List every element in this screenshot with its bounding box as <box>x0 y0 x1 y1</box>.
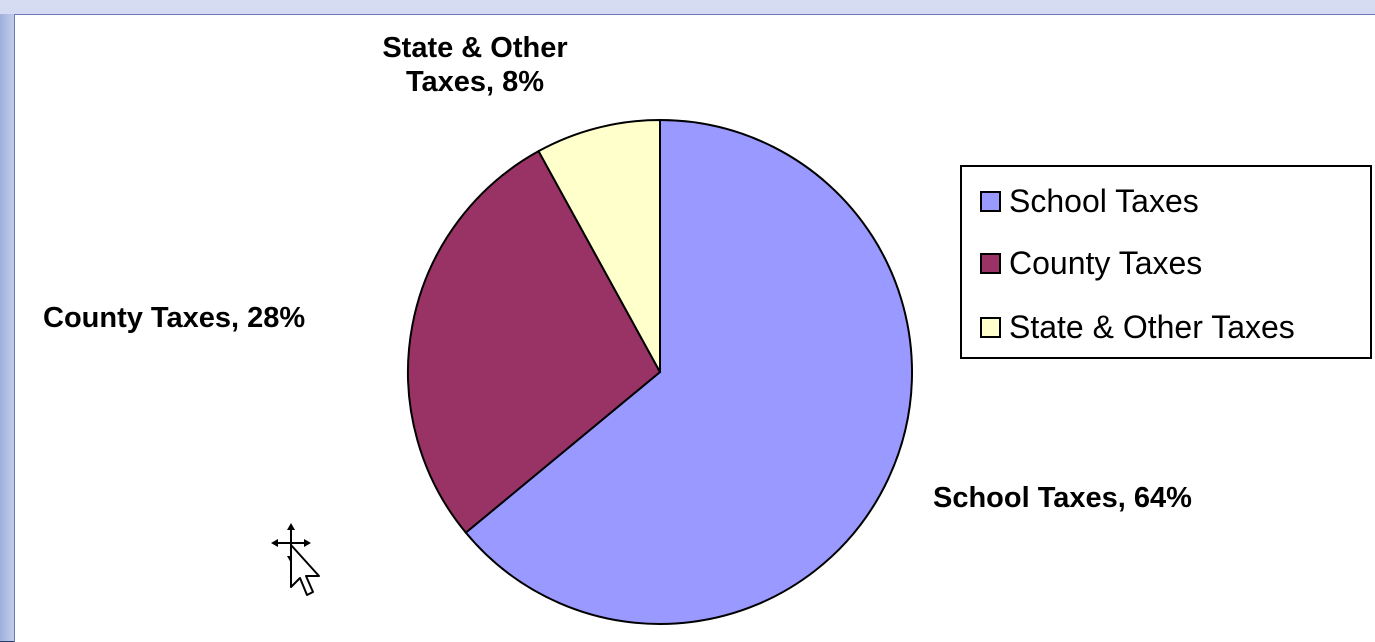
legend-swatch-school <box>980 190 1001 212</box>
move-cursor-icon <box>271 523 320 596</box>
data-label-county: County Taxes, 28% <box>43 302 306 334</box>
chart-area[interactable]: State & Other Taxes, 8% County Taxes, 28… <box>14 14 1375 642</box>
legend-label-county: County Taxes <box>1009 244 1203 281</box>
pie-chart[interactable] <box>15 15 1375 642</box>
legend-swatch-state <box>980 316 1001 338</box>
left-border <box>0 14 14 641</box>
data-label-state-other: State & Other Taxes, 8% <box>382 32 568 98</box>
pie-slice-state-other[interactable] <box>537 118 661 373</box>
legend-label-school: School Taxes <box>1009 182 1199 219</box>
legend-label-state: State & Other Taxes <box>1009 308 1295 345</box>
legend-item-state: State & Other Taxes <box>980 307 1295 347</box>
legend-swatch-county <box>980 252 1001 274</box>
pie-slice-county[interactable] <box>407 149 662 535</box>
chart-legend[interactable]: School Taxes County Taxes State & Other … <box>960 165 1372 359</box>
pie-slice-school[interactable] <box>464 118 913 625</box>
data-label-school: School Taxes, 64% <box>933 482 1192 514</box>
legend-item-county: County Taxes <box>980 243 1202 283</box>
legend-item-school: School Taxes <box>980 181 1199 221</box>
